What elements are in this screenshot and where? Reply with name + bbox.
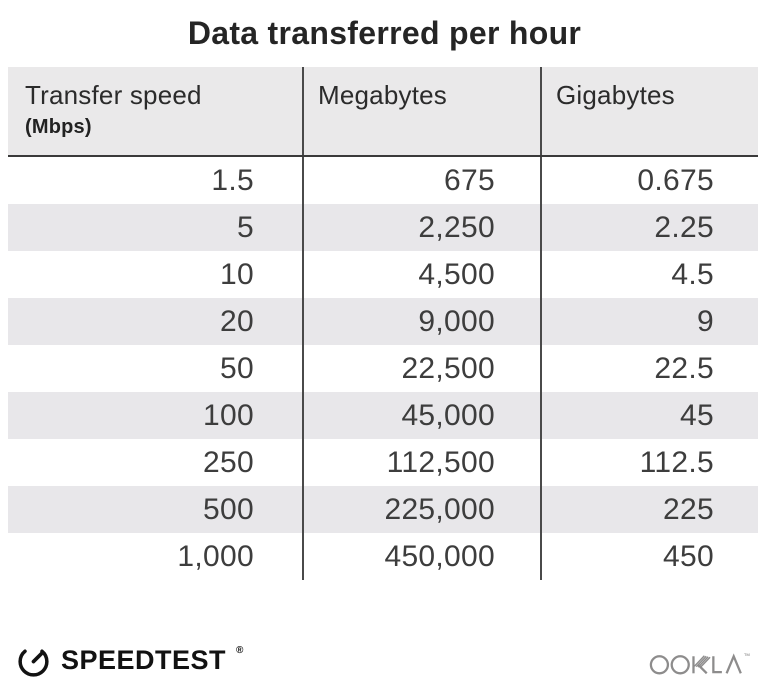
cell-gigabytes: 225 <box>540 486 758 533</box>
table-row: 1.5 675 0.675 <box>8 157 758 204</box>
trademark-mark-glyph: ™ <box>744 653 751 660</box>
header-label: Transfer speed <box>25 80 202 110</box>
cell-speed: 1,000 <box>177 540 254 573</box>
header-megabytes: Megabytes <box>302 67 540 155</box>
table-row: 1,000 450,000 450 <box>8 533 758 580</box>
cell-speed: 5 <box>237 211 254 244</box>
header-sublabel-mbps: (Mbps) <box>25 116 92 138</box>
speedtest-gauge-icon <box>18 646 49 677</box>
table-row: 50 22,500 22.5 <box>8 345 758 392</box>
cell-megabytes: 225,000 <box>302 486 540 533</box>
cell-speed: 250 <box>203 446 254 479</box>
ookla-logo: ™ <box>649 644 755 678</box>
cell-megabytes: 675 <box>302 157 540 204</box>
cell-megabytes: 4,500 <box>302 251 540 298</box>
table-row: 100 45,000 45 <box>8 392 758 439</box>
header-gigabytes: Gigabytes <box>540 67 758 155</box>
table-row: 20 9,000 9 <box>8 298 758 345</box>
infographic-page: Data transferred per hour Transfer speed… <box>8 15 758 679</box>
cell-gigabytes: 9 <box>540 298 758 345</box>
cell-gigabytes: 2.25 <box>540 204 758 251</box>
cell-gigabytes: 112.5 <box>540 439 758 486</box>
cell-megabytes: 2,250 <box>302 204 540 251</box>
header-label: Megabytes <box>318 80 447 110</box>
header-label: Gigabytes <box>556 80 675 110</box>
speedtest-wordmark: SPEEDTEST <box>61 645 227 675</box>
cell-gigabytes: 4.5 <box>540 251 758 298</box>
cell-megabytes: 112,500 <box>302 439 540 486</box>
table-header-row: Transfer speed (Mbps) Megabytes Gigabyte… <box>8 67 758 157</box>
cell-megabytes: 22,500 <box>302 345 540 392</box>
header-transfer-speed: Transfer speed (Mbps) <box>8 67 302 155</box>
speedtest-logo: SPEEDTEST ® <box>15 642 244 679</box>
ookla-wordmark-icon: ™ <box>649 653 751 674</box>
cell-speed: 100 <box>203 399 254 432</box>
footer: SPEEDTEST ® <box>15 642 755 679</box>
table-row: 500 225,000 225 <box>8 486 758 533</box>
table-row: 5 2,250 2.25 <box>8 204 758 251</box>
cell-gigabytes: 450 <box>540 533 758 580</box>
cell-speed: 50 <box>220 352 254 385</box>
cell-megabytes: 450,000 <box>302 533 540 580</box>
table-row: 10 4,500 4.5 <box>8 251 758 298</box>
cell-speed: 10 <box>220 258 254 291</box>
cell-megabytes: 9,000 <box>302 298 540 345</box>
cell-speed: 20 <box>220 305 254 338</box>
cell-megabytes: 45,000 <box>302 392 540 439</box>
registered-trademark-mark: ® <box>236 645 244 656</box>
cell-gigabytes: 0.675 <box>540 157 758 204</box>
page-title: Data transferred per hour <box>187 15 582 51</box>
cell-speed: 500 <box>203 493 254 526</box>
cell-speed: 1.5 <box>211 164 254 197</box>
cell-gigabytes: 45 <box>540 392 758 439</box>
cell-gigabytes: 22.5 <box>540 345 758 392</box>
table-body: 1.5 675 0.675 5 2,250 2.25 10 4,500 4.5 … <box>8 157 758 580</box>
data-table: Transfer speed (Mbps) Megabytes Gigabyte… <box>8 67 758 580</box>
table-row: 250 112,500 112.5 <box>8 439 758 486</box>
